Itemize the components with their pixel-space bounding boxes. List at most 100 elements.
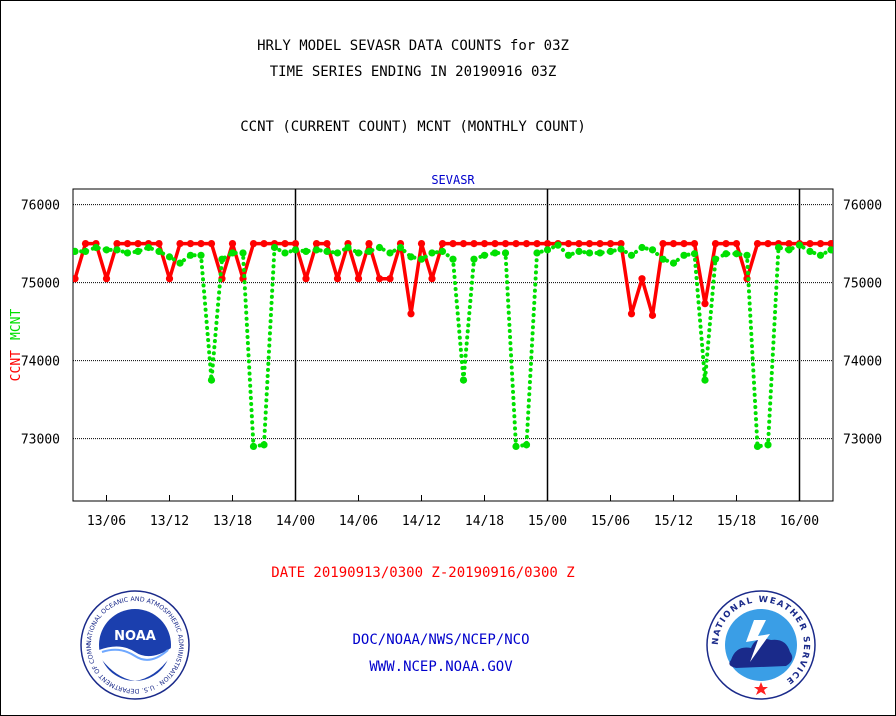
data-point-mcnt — [260, 441, 268, 449]
data-point-ccnt — [480, 240, 489, 248]
data-point-mcnt — [281, 249, 289, 257]
data-point-mcnt — [774, 243, 783, 252]
data-point-mcnt — [81, 247, 90, 255]
data-point-mcnt — [102, 246, 111, 254]
data-point-mcnt — [228, 249, 237, 257]
x-tick-label: 13/18 — [213, 514, 252, 529]
chart-title-line2: TIME SERIES ENDING IN 20190916 03Z — [269, 64, 557, 80]
x-tick-label: 14/18 — [465, 514, 504, 529]
data-point-ccnt — [281, 240, 289, 248]
series-ccnt — [73, 240, 833, 319]
x-tick-label: 15/06 — [591, 514, 630, 529]
data-point-mcnt — [239, 249, 247, 257]
data-point-mcnt — [218, 255, 226, 263]
chart-title-line3: CCNT (CURRENT COUNT) MCNT (MONTHLY COUNT… — [240, 119, 586, 135]
data-point-ccnt — [312, 240, 321, 248]
org-label: DOC/NOAA/NWS/NCEP/NCO — [352, 632, 530, 648]
y-axis-label-ccnt: CCNT — [9, 350, 24, 381]
data-point-ccnt — [113, 240, 121, 248]
data-point-ccnt — [438, 240, 447, 248]
data-point-mcnt — [365, 247, 373, 255]
website-label[interactable]: WWW.NCEP.NOAA.GOV — [369, 659, 513, 675]
data-point-mcnt — [144, 243, 153, 252]
data-point-mcnt — [396, 243, 405, 252]
data-point-mcnt — [417, 255, 426, 263]
data-point-ccnt — [365, 240, 373, 248]
data-point-ccnt — [753, 240, 762, 248]
data-point-mcnt — [617, 245, 625, 253]
data-point-ccnt — [564, 240, 573, 248]
data-point-mcnt — [186, 251, 195, 259]
data-point-ccnt — [585, 240, 594, 248]
x-tick-label: 15/12 — [654, 514, 693, 529]
data-point-mcnt — [522, 441, 531, 449]
data-point-mcnt — [795, 241, 804, 249]
data-point-mcnt — [386, 249, 394, 257]
data-point-mcnt — [459, 376, 468, 384]
data-point-ccnt — [627, 310, 636, 318]
data-point-ccnt — [606, 240, 615, 248]
data-point-mcnt — [470, 255, 478, 263]
data-point-mcnt — [165, 253, 174, 261]
data-point-mcnt — [207, 376, 216, 384]
data-point-mcnt — [323, 247, 331, 255]
data-point-ccnt — [501, 240, 510, 248]
data-point-ccnt — [690, 240, 699, 248]
noaa-logo-text: NOAA — [114, 629, 156, 644]
data-point-mcnt — [113, 246, 121, 254]
data-point-mcnt — [806, 247, 814, 255]
y-tick-label-right: 73000 — [843, 433, 882, 448]
data-point-ccnt — [81, 240, 90, 248]
data-point-ccnt — [428, 275, 436, 283]
x-tick-label: 13/12 — [150, 514, 189, 529]
data-point-mcnt — [512, 442, 520, 450]
data-point-ccnt — [764, 240, 772, 248]
y-tick-label-left: 76000 — [21, 199, 60, 214]
data-point-mcnt — [827, 246, 833, 254]
data-point-ccnt — [302, 275, 310, 283]
data-point-ccnt — [197, 240, 205, 248]
date-range-label: DATE 20190913/0300 Z-20190916/0300 Z — [271, 565, 575, 581]
data-point-mcnt — [627, 251, 636, 259]
y-axis-label: CCNT MCNT — [9, 309, 24, 382]
data-point-mcnt — [722, 250, 730, 258]
data-point-mcnt — [176, 259, 184, 267]
data-point-ccnt — [711, 240, 720, 248]
y-tick-label-right: 76000 — [843, 199, 882, 214]
data-point-ccnt — [617, 240, 625, 248]
data-point-mcnt — [375, 243, 384, 252]
data-point-mcnt — [648, 246, 657, 254]
y-tick-label-left: 75000 — [21, 277, 60, 292]
data-point-ccnt — [659, 240, 667, 248]
data-point-ccnt — [543, 240, 552, 248]
x-tick-label: 16/00 — [780, 514, 819, 529]
data-point-mcnt — [449, 255, 457, 263]
data-point-ccnt — [165, 275, 174, 283]
data-point-mcnt — [155, 247, 163, 255]
data-point-ccnt — [732, 240, 741, 248]
data-point-ccnt — [291, 240, 300, 248]
data-point-ccnt — [827, 240, 833, 248]
data-point-ccnt — [155, 240, 163, 248]
data-point-ccnt — [407, 310, 415, 318]
x-tick-label: 14/06 — [339, 514, 378, 529]
x-tick-label: 15/00 — [528, 514, 567, 529]
series-mcnt — [73, 241, 833, 450]
data-point-mcnt — [732, 250, 741, 258]
data-point-mcnt — [596, 249, 604, 257]
x-tick-label: 14/00 — [276, 514, 315, 529]
data-point-ccnt — [533, 240, 541, 248]
data-point-ccnt — [470, 240, 478, 248]
chart-title-line1: HRLY MODEL SEVASR DATA COUNTS for 03Z — [257, 38, 569, 54]
data-point-mcnt — [606, 247, 615, 255]
data-point-mcnt — [123, 249, 132, 257]
chart-subtitle: SEVASR — [431, 173, 475, 187]
data-point-ccnt — [134, 240, 142, 248]
data-point-mcnt — [428, 249, 436, 257]
noaa-logo-icon: NOAA NATIONAL OCEANIC AND ATMOSPHERIC AD… — [80, 590, 190, 700]
data-point-ccnt — [575, 240, 583, 248]
data-point-ccnt — [123, 240, 132, 248]
data-point-ccnt — [459, 240, 468, 248]
data-point-mcnt — [197, 251, 205, 259]
